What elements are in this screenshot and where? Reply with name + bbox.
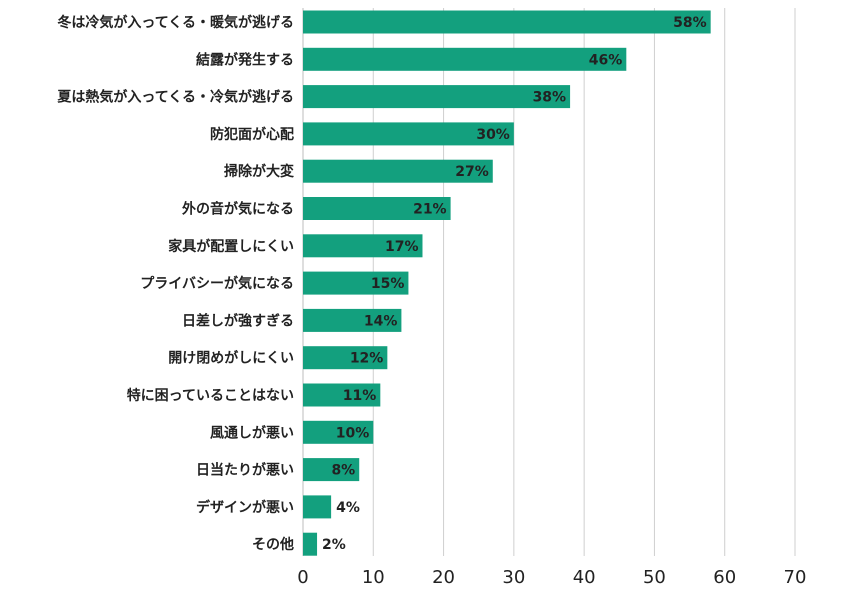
category-label: その他 <box>252 536 294 553</box>
category-label: 掃除が大変 <box>224 163 294 180</box>
bar <box>303 197 451 220</box>
bar <box>303 420 374 444</box>
bar <box>303 122 514 146</box>
category-label: デザインが悪い <box>196 499 294 516</box>
data-label: 11% <box>343 388 377 404</box>
category-label: 防犯面が心配 <box>210 126 294 143</box>
category-label: 夏は熱気が入ってくる・冷気が逃げる <box>57 89 294 106</box>
x-tick-label: 70 <box>784 567 807 588</box>
x-tick-label: 0 <box>297 567 308 588</box>
data-label: 4% <box>336 500 360 516</box>
data-labels: 58% 46% 38% 30% 27% 21% 17% 15% 14% 12% 11% 10% 8% 4%… <box>322 15 707 553</box>
category-label: 外の音が気になる <box>182 201 294 218</box>
category-label: 風通しが悪い <box>210 424 294 441</box>
category-label: 日当たりが悪い <box>196 462 294 479</box>
category-label: 特に困っていることはない <box>127 387 294 404</box>
data-label: 46% <box>589 52 623 68</box>
x-tick-label: 20 <box>432 567 455 588</box>
data-label: 21% <box>413 202 447 218</box>
x-tick-label: 50 <box>643 567 666 588</box>
bar <box>303 308 402 332</box>
category-label: プライバシーが気になる <box>140 275 294 292</box>
bar <box>303 85 571 109</box>
x-tick-label: 10 <box>362 567 385 588</box>
bars <box>303 10 711 556</box>
x-tick-label: 60 <box>713 567 736 588</box>
bar <box>303 271 409 295</box>
bar <box>303 47 627 71</box>
data-label: 17% <box>385 239 419 255</box>
data-label: 2% <box>322 537 346 553</box>
x-axis-ticks: 0 10 20 30 40 50 60 70 <box>297 567 806 588</box>
bar <box>303 532 318 556</box>
category-label: 開け閉めがしにくい <box>168 350 294 367</box>
data-label: 27% <box>455 164 489 180</box>
category-label: 日差しが強すぎる <box>182 312 294 329</box>
category-label: 冬は冷気が入ってくる・暖気が逃げる <box>57 14 294 31</box>
data-label: 38% <box>533 90 567 106</box>
bar <box>303 383 381 407</box>
data-label: 14% <box>364 313 398 329</box>
bar <box>303 458 360 482</box>
bar <box>303 10 711 34</box>
category-labels: 冬は冷気が入ってくる・暖気が逃げる結露が発生する夏は熱気が入ってくる・冷気が逃げ… <box>57 14 294 553</box>
category-label: 家具が配置しにくい <box>168 238 294 255</box>
data-label: 15% <box>371 276 405 292</box>
data-label: 12% <box>350 351 384 367</box>
data-label: 8% <box>331 463 355 479</box>
data-label: 10% <box>336 425 370 441</box>
category-label: 結露が発生する <box>196 51 294 68</box>
bar <box>303 495 332 519</box>
x-tick-label: 30 <box>502 567 525 588</box>
x-tick-label: 40 <box>573 567 596 588</box>
bar <box>303 234 423 258</box>
bar <box>303 346 388 370</box>
data-label: 30% <box>476 127 510 143</box>
data-label: 58% <box>673 15 707 31</box>
bar <box>303 159 493 183</box>
